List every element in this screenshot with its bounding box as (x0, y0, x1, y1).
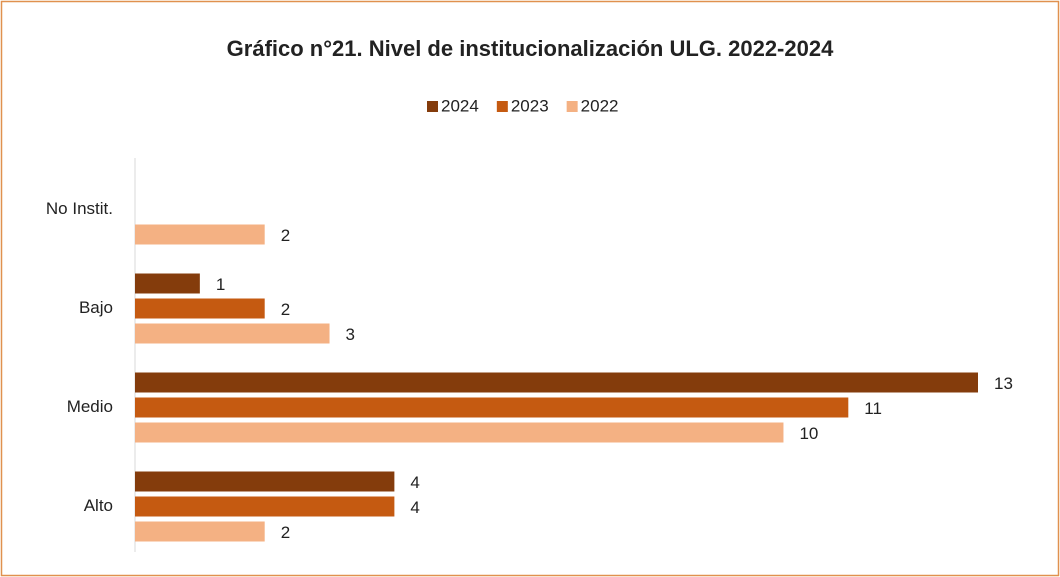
legend-label: 2023 (511, 96, 549, 115)
bar (135, 471, 395, 492)
bar (135, 273, 200, 294)
legend-swatch (427, 101, 438, 112)
legend-swatch (566, 101, 578, 112)
bar (135, 323, 330, 344)
y-tick-label: No Instit. (46, 199, 113, 218)
y-tick-label: Bajo (79, 298, 113, 317)
legend-label: 2022 (581, 96, 619, 115)
bar (135, 224, 265, 245)
y-tick-label: Alto (84, 496, 113, 515)
legend-label: 2024 (441, 96, 479, 115)
data-label: 2 (281, 226, 290, 245)
data-label: 1 (216, 275, 225, 294)
y-tick-label: Medio (67, 397, 113, 416)
legend-swatch (496, 101, 508, 112)
bar (135, 298, 265, 319)
data-label: 4 (410, 473, 419, 492)
data-label: 3 (346, 325, 355, 344)
data-label: 2 (281, 523, 290, 542)
data-label: 4 (410, 498, 419, 517)
data-label: 11 (864, 399, 882, 418)
chart-title: Gráfico n°21. Nivel de institucionalizac… (227, 36, 834, 61)
data-label: 10 (799, 424, 818, 443)
data-label: 2 (281, 300, 290, 319)
bar (135, 397, 849, 418)
bar (135, 521, 265, 542)
bar (135, 496, 395, 517)
data-label: 13 (994, 374, 1013, 393)
bar (135, 422, 784, 443)
bar (135, 372, 978, 393)
